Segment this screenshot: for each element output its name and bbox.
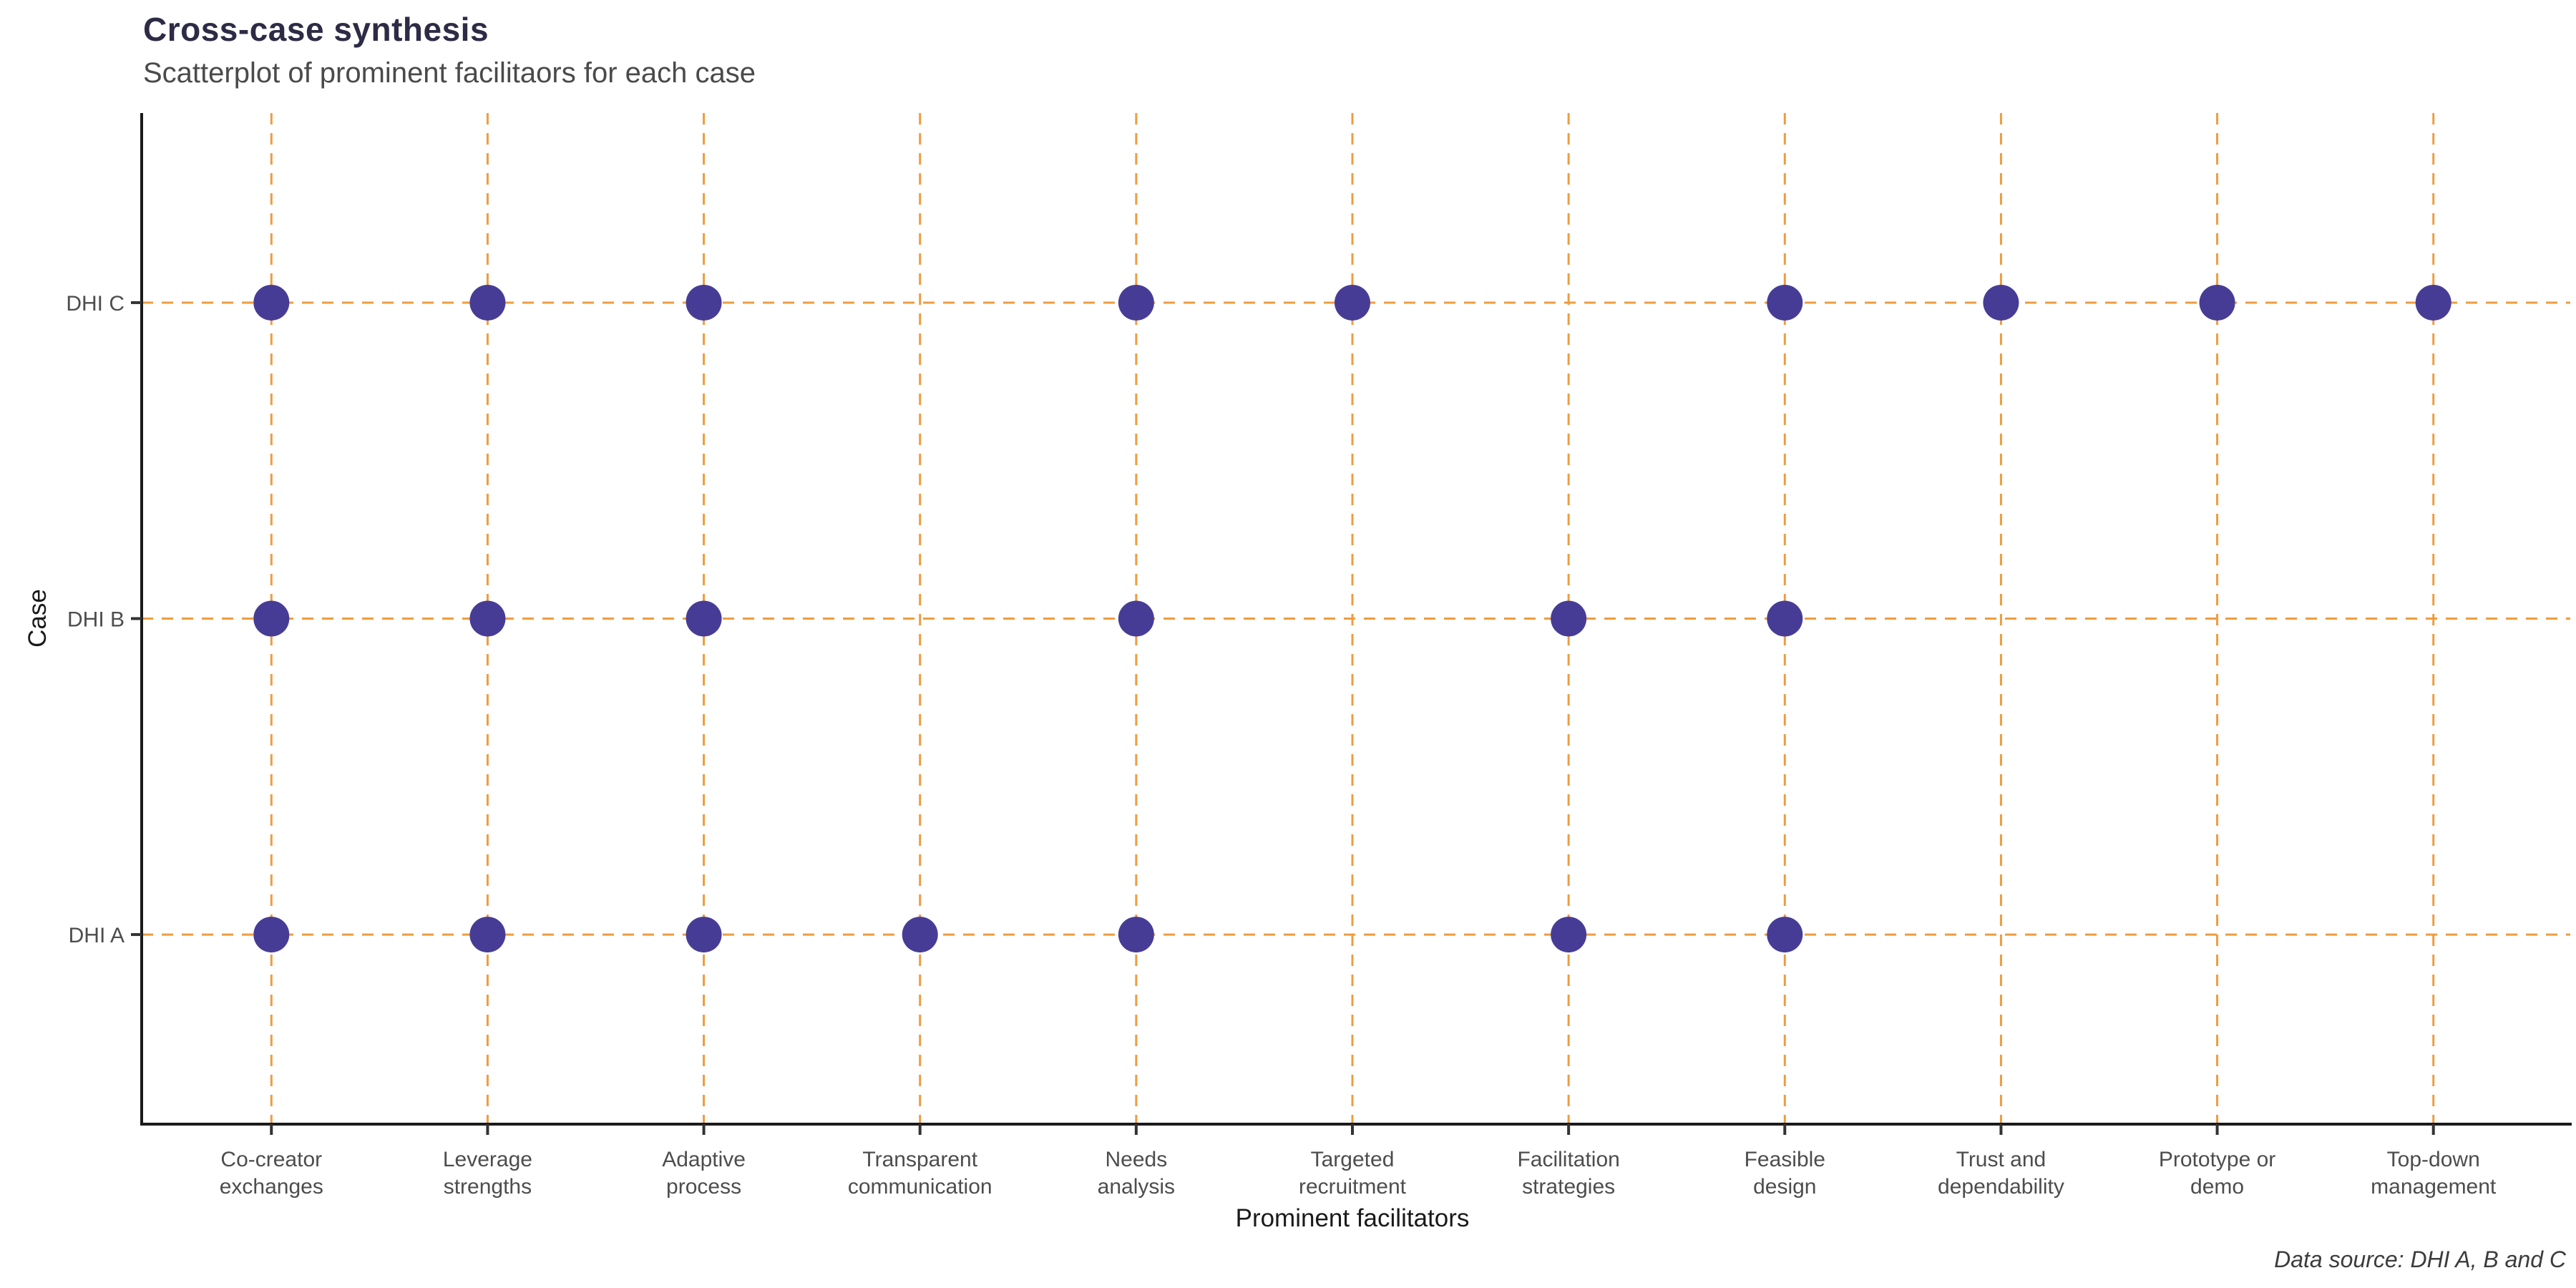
x-tick-label: Leverage strengths [443, 1148, 532, 1199]
data-point [2199, 284, 2235, 321]
tick-marks-group [131, 301, 2435, 1135]
x-tick-label: Targeted recruitment [1299, 1148, 1407, 1199]
chart-caption: Data source: DHI A, B and C [2274, 1246, 2566, 1272]
x-tick-label: Top-down management [2371, 1148, 2497, 1199]
data-point [1983, 284, 2019, 321]
data-point [2415, 284, 2451, 321]
data-point [1551, 917, 1587, 953]
data-points-group [253, 284, 2451, 953]
data-point [1118, 284, 1154, 321]
y-tick-label: DHI C [66, 292, 125, 316]
x-tick-label: Transparent communication [848, 1148, 992, 1199]
data-point [469, 917, 506, 953]
x-tick-label: Co-creator exchanges [220, 1148, 323, 1199]
y-tick-label: DHI A [69, 924, 125, 947]
x-tick-label: Facilitation strategies [1517, 1148, 1619, 1199]
x-tick-label: Needs analysis [1098, 1148, 1175, 1199]
y-axis-title: Case [24, 589, 52, 648]
data-point [686, 917, 722, 953]
data-point [1118, 917, 1154, 953]
data-point [253, 917, 290, 953]
data-point [253, 284, 290, 321]
data-point [1118, 600, 1154, 637]
data-point [686, 600, 722, 637]
x-tick-label: Feasible design [1745, 1148, 1825, 1199]
chart-subtitle: Scatterplot of prominent facilitaors for… [143, 57, 756, 89]
data-point [1551, 600, 1587, 637]
y-tick-label: DHI B [67, 608, 125, 632]
x-axis-title: Prominent facilitators [1236, 1204, 1470, 1232]
data-point [253, 600, 290, 637]
x-tick-label: Prototype or demo [2159, 1148, 2275, 1199]
data-point [469, 600, 506, 637]
gridlines-group [142, 113, 2570, 1124]
x-tick-label: Trust and dependability [1938, 1148, 2064, 1199]
data-point [1767, 284, 1803, 321]
data-point [469, 284, 506, 321]
data-point [1767, 917, 1803, 953]
data-point [686, 284, 722, 321]
axis-tick-labels-group: Co-creator exchanges Leverage strengths Adap… [66, 292, 2497, 1199]
x-tick-label: Adaptive process [662, 1148, 746, 1199]
chart-title: Cross-case synthesis [143, 11, 489, 48]
data-point [902, 917, 938, 953]
data-point [1335, 284, 1370, 321]
data-point [1767, 600, 1803, 637]
